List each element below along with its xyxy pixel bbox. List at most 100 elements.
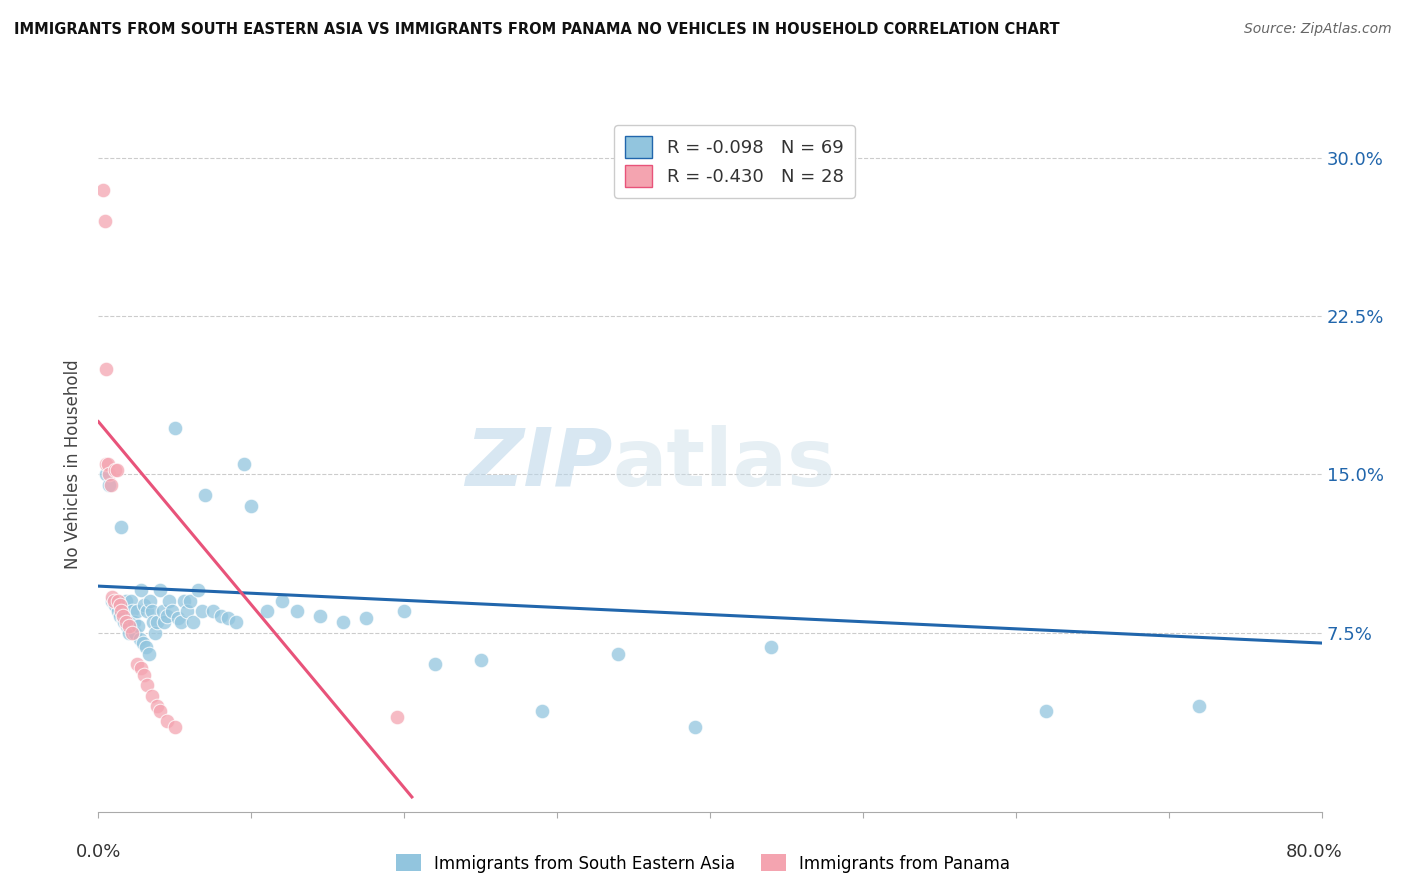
- Point: [139, 594, 162, 608]
- Point: [94, 362, 117, 376]
- Point: [138, 647, 160, 661]
- Point: [163, 421, 186, 435]
- Point: [104, 598, 127, 612]
- Point: [134, 598, 156, 612]
- Point: [354, 611, 377, 625]
- Point: [156, 608, 179, 623]
- Point: [209, 608, 232, 623]
- Point: [118, 625, 141, 640]
- Point: [530, 704, 553, 718]
- Point: [194, 488, 217, 502]
- Point: [232, 457, 254, 471]
- Point: [101, 594, 124, 608]
- Point: [135, 640, 157, 655]
- Point: [108, 608, 131, 623]
- Point: [117, 619, 139, 633]
- Point: [125, 657, 148, 672]
- Point: [173, 594, 195, 608]
- Point: [1035, 704, 1057, 718]
- Point: [91, 183, 114, 197]
- Point: [129, 583, 152, 598]
- Point: [683, 720, 706, 734]
- Point: [136, 604, 159, 618]
- Point: [104, 463, 127, 477]
- Point: [103, 594, 125, 608]
- Point: [607, 647, 630, 661]
- Point: [111, 608, 134, 623]
- Point: [309, 608, 332, 623]
- Point: [141, 689, 163, 703]
- Text: Source: ZipAtlas.com: Source: ZipAtlas.com: [1244, 22, 1392, 37]
- Point: [423, 657, 446, 672]
- Point: [142, 615, 165, 629]
- Point: [110, 520, 132, 534]
- Point: [1188, 699, 1211, 714]
- Point: [470, 653, 492, 667]
- Point: [141, 604, 163, 618]
- Point: [256, 604, 278, 618]
- Point: [145, 615, 167, 629]
- Point: [98, 478, 121, 492]
- Point: [98, 467, 121, 482]
- Point: [118, 619, 141, 633]
- Point: [145, 699, 167, 714]
- Point: [385, 710, 408, 724]
- Point: [202, 604, 225, 618]
- Point: [163, 720, 186, 734]
- Point: [110, 604, 132, 618]
- Point: [108, 598, 131, 612]
- Point: [105, 463, 128, 477]
- Point: [187, 583, 209, 598]
- Point: [240, 499, 263, 513]
- Point: [167, 611, 190, 625]
- Y-axis label: No Vehicles in Household: No Vehicles in Household: [65, 359, 83, 569]
- Text: IMMIGRANTS FROM SOUTH EASTERN ASIA VS IMMIGRANTS FROM PANAMA NO VEHICLES IN HOUS: IMMIGRANTS FROM SOUTH EASTERN ASIA VS IM…: [14, 22, 1060, 37]
- Point: [153, 615, 176, 629]
- Point: [759, 640, 782, 655]
- Point: [136, 678, 159, 692]
- Point: [107, 604, 129, 618]
- Point: [160, 604, 183, 618]
- Point: [152, 604, 174, 618]
- Point: [122, 615, 145, 629]
- Point: [392, 604, 416, 618]
- Point: [149, 583, 172, 598]
- Point: [129, 661, 152, 675]
- Point: [332, 615, 354, 629]
- Point: [181, 615, 204, 629]
- Point: [97, 457, 120, 471]
- Text: 0.0%: 0.0%: [76, 843, 121, 861]
- Point: [143, 625, 166, 640]
- Text: atlas: atlas: [612, 425, 835, 503]
- Point: [94, 467, 117, 482]
- Point: [285, 604, 308, 618]
- Point: [121, 625, 143, 640]
- Point: [112, 615, 135, 629]
- Point: [179, 594, 201, 608]
- Point: [149, 704, 172, 718]
- Point: [132, 636, 155, 650]
- Point: [100, 478, 122, 492]
- Point: [115, 615, 138, 629]
- Point: [125, 604, 148, 618]
- Point: [134, 667, 156, 681]
- Point: [93, 214, 115, 228]
- Point: [115, 594, 138, 608]
- Point: [105, 594, 128, 608]
- Point: [191, 604, 214, 618]
- Point: [111, 611, 134, 625]
- Point: [101, 590, 124, 604]
- Point: [107, 594, 129, 608]
- Text: 80.0%: 80.0%: [1286, 843, 1343, 861]
- Legend: R = -0.098   N = 69, R = -0.430   N = 28: R = -0.098 N = 69, R = -0.430 N = 28: [614, 125, 855, 198]
- Point: [157, 594, 180, 608]
- Point: [225, 615, 247, 629]
- Text: ZIP: ZIP: [465, 425, 612, 503]
- Point: [176, 604, 198, 618]
- Point: [103, 594, 125, 608]
- Point: [156, 714, 179, 728]
- Point: [127, 619, 149, 633]
- Point: [124, 625, 146, 640]
- Point: [94, 457, 117, 471]
- Point: [128, 632, 150, 646]
